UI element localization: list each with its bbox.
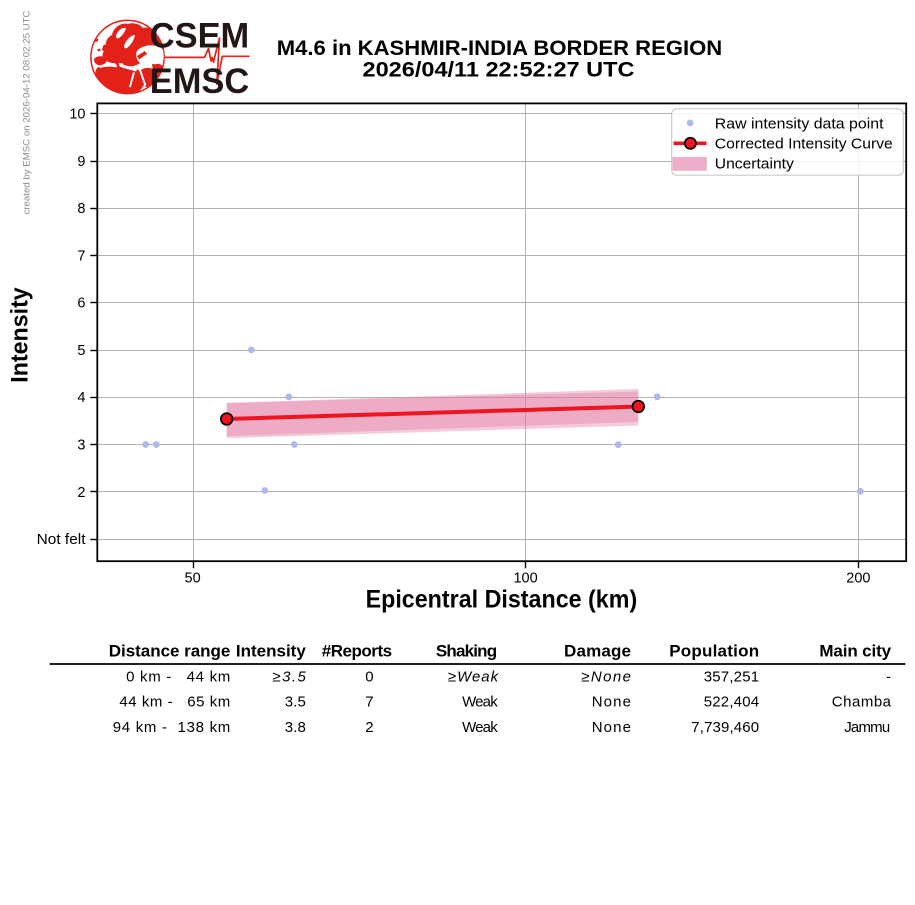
svg-text:Jammu: Jammu	[844, 719, 890, 736]
svg-text:Corrected Intensity Curve: Corrected Intensity Curve	[715, 135, 893, 152]
svg-text:200: 200	[846, 571, 870, 587]
svg-text:Main city: Main city	[819, 641, 891, 660]
svg-text:Raw intensity data point: Raw intensity data point	[715, 116, 885, 133]
svg-text:Chamba: Chamba	[832, 694, 892, 711]
svg-text:0: 0	[365, 669, 373, 686]
svg-text:M4.6 in KASHMIR-INDIA BORDER R: M4.6 in KASHMIR-INDIA BORDER REGION	[277, 37, 723, 60]
svg-text:#Reports: #Reports	[322, 641, 392, 660]
svg-text:8: 8	[77, 201, 85, 217]
svg-text:100: 100	[513, 571, 537, 587]
svg-text:≥3.5: ≥3.5	[272, 669, 306, 686]
svg-text:Weak: Weak	[462, 719, 498, 736]
svg-text:Not felt: Not felt	[37, 532, 86, 548]
svg-text:Intensity: Intensity	[236, 641, 306, 660]
svg-text:5: 5	[77, 343, 85, 359]
svg-text:44 km - 65 km: 44 km - 65 km	[119, 694, 230, 711]
svg-text:≥None: ≥None	[581, 669, 631, 686]
svg-text:Epicentral Distance (km): Epicentral Distance (km)	[366, 586, 638, 614]
svg-text:None: None	[592, 719, 631, 736]
svg-text:CSEM: CSEM	[150, 17, 250, 56]
svg-text:Population: Population	[669, 641, 759, 660]
svg-text:Damage: Damage	[564, 641, 631, 660]
svg-text:7,739,460: 7,739,460	[691, 719, 759, 736]
svg-text:2: 2	[365, 719, 373, 736]
svg-text:3: 3	[77, 438, 85, 454]
svg-text:2026/04/11 22:52:27 UTC: 2026/04/11 22:52:27 UTC	[363, 59, 635, 82]
svg-text:4: 4	[77, 390, 85, 406]
svg-text:Distance range: Distance range	[109, 641, 230, 660]
svg-text:2: 2	[77, 485, 85, 501]
svg-text:Shaking: Shaking	[436, 641, 497, 660]
svg-text:EMSC: EMSC	[150, 62, 250, 101]
svg-text:10: 10	[69, 107, 85, 123]
svg-text:Intensity: Intensity	[7, 287, 34, 383]
svg-text:7: 7	[77, 248, 85, 264]
svg-text:7: 7	[365, 694, 373, 711]
svg-text:94 km - 138 km: 94 km - 138 km	[113, 719, 231, 736]
svg-text:None: None	[592, 694, 631, 711]
svg-text:6: 6	[77, 296, 85, 312]
svg-text:-: -	[886, 669, 891, 686]
svg-text:created by EMSC on 2026-04-12: created by EMSC on 2026-04-12 08:02:25 U…	[21, 10, 32, 214]
svg-text:522,404: 522,404	[704, 694, 759, 711]
svg-text:3.5: 3.5	[285, 694, 306, 711]
svg-text:3.8: 3.8	[285, 719, 306, 736]
svg-text:Uncertainty: Uncertainty	[715, 156, 794, 173]
svg-text:357,251: 357,251	[704, 669, 759, 686]
svg-text:≥Weak: ≥Weak	[448, 669, 500, 686]
svg-text:9: 9	[77, 154, 85, 170]
svg-text:0 km - 44 km: 0 km - 44 km	[126, 669, 230, 686]
svg-text:Weak: Weak	[462, 694, 498, 711]
svg-text:50: 50	[185, 571, 201, 587]
